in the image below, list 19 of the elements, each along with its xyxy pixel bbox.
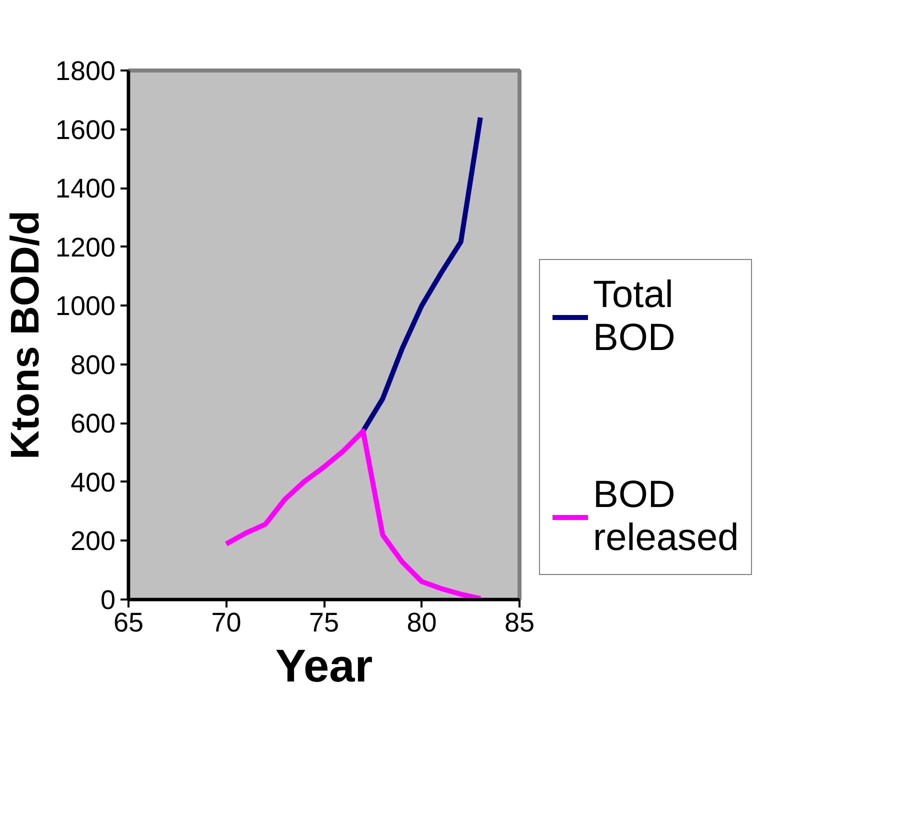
y-tick-label: 1400	[55, 174, 116, 204]
x-tick-label: 75	[308, 608, 340, 638]
x-tick-label: 80	[406, 608, 437, 638]
y-tick-label: 0	[100, 585, 116, 615]
y-tick-label: 600	[70, 408, 116, 439]
y-tick-label: 1200	[55, 232, 116, 262]
legend-label: BOD released	[593, 473, 739, 561]
y-axis-title: Ktons BOD/d	[3, 210, 48, 460]
y-tick-label: 1000	[55, 291, 116, 322]
x-axis-title: Year	[275, 640, 373, 692]
y-tick-label: 200	[70, 526, 116, 556]
x-tick-label: 85	[504, 608, 535, 638]
y-tick-label: 800	[70, 350, 116, 380]
y-tick-label: 1800	[55, 56, 116, 86]
x-tick-label: 70	[211, 608, 242, 638]
legend-label: Total BOD	[593, 273, 676, 361]
y-tick-label: 1600	[55, 114, 116, 145]
y-tick-label: 400	[70, 467, 116, 498]
x-tick-label: 65	[113, 608, 144, 638]
